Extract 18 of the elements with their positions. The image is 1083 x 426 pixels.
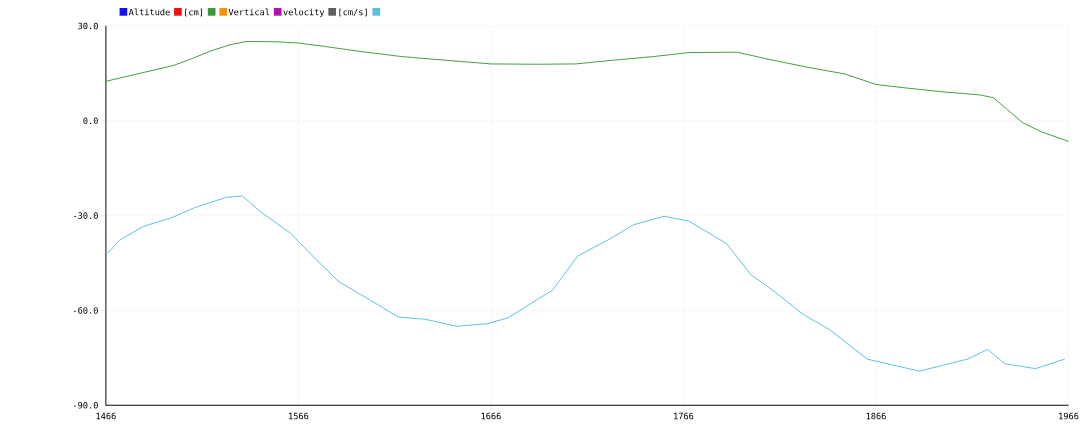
line-series: [107, 195, 1066, 372]
x-tick-label: 1566: [289, 412, 309, 420]
y-tick-label: 0.0: [83, 117, 98, 124]
y-tick-label: -60.0: [73, 306, 98, 314]
y-tick-label: -30.0: [73, 212, 98, 219]
legend-label: Altitude: [128, 8, 170, 16]
legend-label: velocity: [283, 8, 325, 17]
y-tick-label: 30.0: [78, 22, 98, 30]
legend-label: [cm]: [185, 8, 203, 17]
x-tick-label: 1766: [674, 412, 694, 420]
y-tick-label: -90.0: [73, 401, 98, 409]
x-tick-label: 1466: [96, 412, 116, 420]
line-series: [105, 40, 1069, 142]
legend-label: Vertical: [228, 8, 270, 16]
legend-label: [cm/s]: [339, 8, 367, 17]
x-tick-label: 1666: [481, 412, 501, 420]
x-tick-label: 1966: [1059, 412, 1079, 420]
x-tick-label: 1866: [866, 412, 886, 420]
